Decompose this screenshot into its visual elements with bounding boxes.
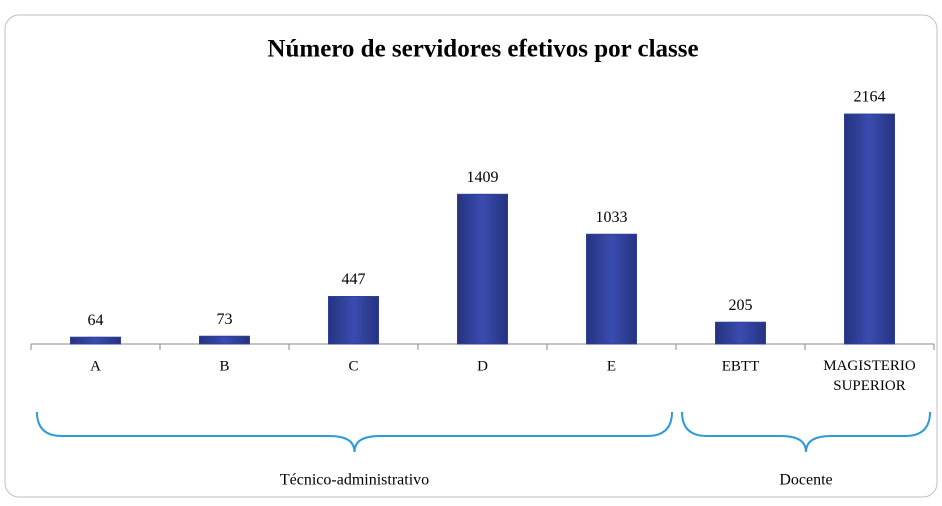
group-label: Técnico-administrativo	[280, 472, 429, 489]
bar	[715, 321, 766, 345]
value-label: 447	[342, 271, 366, 288]
bar	[70, 336, 121, 345]
x-tick-label: D	[477, 358, 488, 374]
bar	[328, 296, 379, 345]
bar	[457, 193, 508, 345]
chart-title: Número de servidores efetivos por classe	[267, 36, 698, 63]
bar	[844, 113, 895, 345]
x-tick-label: EBTT	[722, 358, 760, 374]
x-tick-label: E	[607, 358, 616, 374]
x-tick-label: A	[90, 358, 101, 374]
value-label: 64	[88, 312, 104, 329]
x-tick-label: MAGISTERIO SUPERIOR	[823, 358, 916, 394]
x-tick-label: B	[219, 358, 229, 374]
value-label: 2164	[854, 89, 886, 106]
value-label: 1409	[467, 169, 499, 186]
value-label: 73	[217, 311, 233, 328]
value-label: 1033	[596, 209, 628, 226]
group-bracket	[36, 411, 673, 453]
bar	[199, 335, 250, 345]
bar	[586, 233, 637, 345]
group-label: Docente	[779, 472, 832, 489]
group-bracket	[681, 411, 931, 453]
value-label: 205	[729, 297, 753, 314]
x-tick-label: C	[348, 358, 358, 374]
